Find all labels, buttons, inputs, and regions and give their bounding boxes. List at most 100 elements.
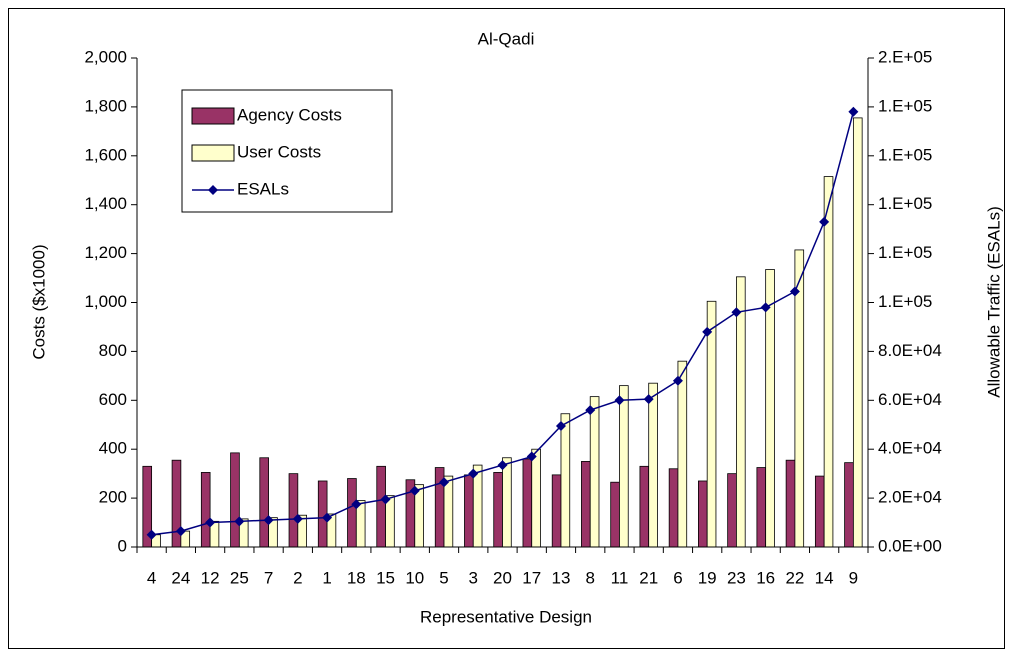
x-tick-label: 20 — [493, 568, 512, 587]
marker — [351, 499, 362, 510]
bar — [677, 360, 688, 548]
marker — [614, 395, 625, 406]
x-tick-label: 6 — [673, 568, 682, 587]
x-tick-label: 21 — [639, 568, 658, 587]
x-tick-label: 22 — [785, 568, 804, 587]
y2-tick-label: 1.E+05 — [878, 145, 932, 164]
y2-tick-label: 0.0E+00 — [878, 536, 942, 555]
legend-label: User Costs — [237, 142, 321, 161]
marker — [497, 460, 508, 471]
x-tick-label: 9 — [849, 568, 858, 587]
marker — [789, 286, 800, 297]
y2-tick-label: 1.E+05 — [878, 96, 932, 115]
marker — [585, 405, 596, 416]
bar — [610, 481, 620, 548]
x-tick-label: 13 — [552, 568, 571, 587]
marker — [263, 515, 274, 526]
marker — [731, 307, 742, 318]
marker — [819, 216, 830, 227]
y-axis-title: Costs ($x1000) — [29, 244, 48, 359]
x-tick-label: 16 — [756, 568, 775, 587]
bar — [648, 382, 658, 548]
bar — [288, 473, 299, 548]
x-tick-label: 18 — [347, 568, 366, 587]
marker — [409, 485, 420, 496]
y2-tick-label: 2.E+05 — [878, 47, 932, 66]
legend-label: Agency Costs — [237, 105, 342, 124]
bar — [589, 396, 600, 548]
x-tick-label: 5 — [439, 568, 448, 587]
bar — [823, 176, 834, 548]
bar — [385, 495, 395, 548]
x-tick-label: 1 — [322, 568, 331, 587]
x-tick-label: 2 — [293, 568, 302, 587]
y-tick-label: 400 — [99, 439, 127, 458]
y2-tick-label: 6.0E+04 — [878, 390, 942, 409]
x-tick-label: 24 — [171, 568, 190, 587]
y-tick-label: 200 — [99, 488, 127, 507]
bar — [727, 473, 737, 548]
bar — [844, 462, 854, 548]
x-tick-label: 10 — [405, 568, 424, 587]
marker — [468, 468, 479, 479]
marker — [672, 375, 683, 386]
legend-swatch — [191, 144, 235, 162]
x-tick-label: 25 — [230, 568, 249, 587]
bar — [785, 459, 796, 548]
bar — [560, 413, 571, 548]
bar — [639, 465, 650, 548]
marker — [205, 517, 216, 528]
marker — [234, 516, 245, 527]
x-tick-label: 12 — [201, 568, 220, 587]
legend-label: ESALs — [237, 179, 289, 198]
y-tick-label: 1,600 — [84, 145, 127, 164]
legend-marker — [208, 185, 218, 195]
x-tick-label: 15 — [376, 568, 395, 587]
marker — [175, 526, 186, 537]
bar — [259, 457, 269, 548]
bar — [698, 480, 708, 548]
x-tick-label: 19 — [698, 568, 717, 587]
bar — [852, 117, 863, 548]
bar — [814, 475, 825, 548]
bar — [502, 457, 512, 548]
y-tick-label: 2,000 — [84, 47, 127, 66]
bar — [522, 458, 533, 548]
y-tick-label: 600 — [99, 390, 127, 409]
x-tick-label: 4 — [147, 568, 156, 587]
marker — [555, 420, 566, 431]
y2-tick-label: 4.0E+04 — [878, 439, 942, 458]
y2-tick-label: 8.0E+04 — [878, 341, 942, 360]
bar — [230, 452, 240, 548]
y-tick-label: 1,200 — [84, 243, 127, 262]
bar — [472, 464, 483, 548]
y-tick-label: 1,800 — [84, 96, 127, 115]
bar — [706, 300, 717, 548]
y-tick-label: 0 — [118, 536, 127, 555]
y-tick-label: 800 — [99, 341, 127, 360]
marker — [292, 513, 303, 524]
y2-tick-label: 2.0E+04 — [878, 488, 942, 507]
bar — [493, 472, 503, 548]
x-axis-title: Representative Design — [420, 607, 592, 626]
bar — [464, 474, 474, 548]
bar — [668, 468, 679, 548]
y-tick-label: 1,000 — [84, 292, 127, 311]
bar — [200, 472, 211, 548]
x-tick-label: 11 — [611, 568, 629, 587]
bar — [551, 474, 562, 548]
x-tick-label: 14 — [815, 568, 834, 587]
marker — [322, 512, 333, 523]
bar — [581, 461, 591, 548]
y2-tick-label: 1.E+05 — [878, 194, 932, 213]
marker — [526, 451, 537, 462]
bar — [531, 448, 541, 548]
bar — [347, 478, 357, 548]
y2-tick-label: 1.E+05 — [878, 292, 932, 311]
chart-title: Al-Qadi — [478, 29, 535, 48]
legend-swatch — [191, 107, 235, 125]
marker — [848, 106, 859, 117]
y2-tick-label: 1.E+05 — [878, 243, 932, 262]
